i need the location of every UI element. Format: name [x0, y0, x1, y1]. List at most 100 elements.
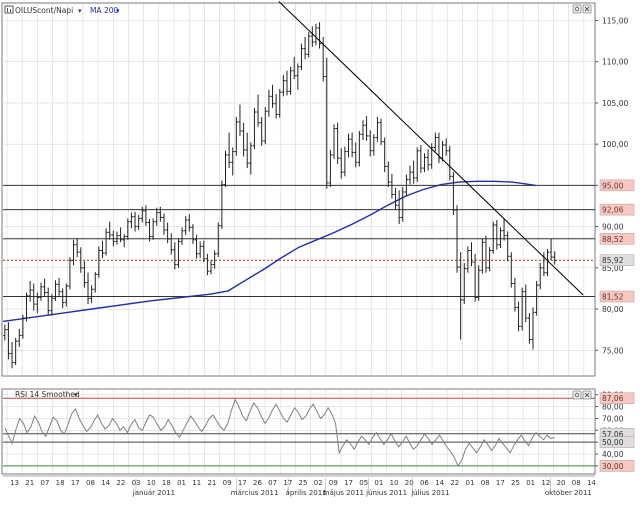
price-bar[interactable] — [513, 277, 517, 312]
price-bar[interactable] — [535, 281, 539, 316]
price-bar[interactable] — [184, 215, 188, 235]
price-bar[interactable] — [234, 116, 238, 156]
price-bar[interactable] — [17, 328, 21, 347]
price-bar[interactable] — [79, 247, 83, 273]
price-bar[interactable] — [473, 253, 477, 302]
price-bar[interactable] — [390, 173, 394, 199]
price-bar[interactable] — [386, 161, 390, 188]
price-bar[interactable] — [209, 260, 213, 275]
price-bar[interactable] — [310, 26, 314, 47]
rsi-dropdown-icon[interactable]: ▾ — [74, 391, 78, 399]
price-bar[interactable] — [24, 292, 29, 322]
price-bar[interactable] — [68, 257, 72, 290]
price-panel[interactable] — [1, 2, 596, 377]
price-bar[interactable] — [137, 215, 141, 230]
price-bar[interactable] — [162, 213, 166, 235]
price-bars[interactable] — [3, 22, 557, 369]
price-bar[interactable] — [213, 250, 217, 269]
price-bar[interactable] — [336, 122, 340, 164]
price-bar[interactable] — [216, 222, 220, 258]
price-bar[interactable] — [383, 137, 387, 173]
price-bar[interactable] — [516, 301, 521, 332]
trendline[interactable] — [278, 1, 584, 296]
price-bar[interactable] — [289, 66, 293, 95]
price-bar[interactable] — [419, 144, 423, 174]
price-bar[interactable] — [267, 89, 271, 117]
price-bar[interactable] — [270, 84, 275, 108]
price-bar[interactable] — [28, 281, 32, 302]
price-bar[interactable] — [100, 240, 105, 258]
price-bar[interactable] — [82, 261, 86, 288]
price-bar[interactable] — [361, 120, 365, 141]
price-bar[interactable] — [531, 307, 535, 350]
price-bar[interactable] — [61, 288, 65, 309]
price-bar[interactable] — [350, 132, 354, 158]
price-bar[interactable] — [111, 230, 115, 247]
price-bar[interactable] — [433, 132, 437, 152]
price-bar[interactable] — [133, 211, 137, 232]
price-bar[interactable] — [415, 147, 419, 183]
price-bar[interactable] — [75, 238, 79, 258]
price-bar[interactable] — [260, 116, 264, 146]
price-bar[interactable] — [292, 56, 296, 80]
price-bar[interactable] — [32, 283, 36, 311]
price-bar[interactable] — [21, 314, 25, 339]
price-bar[interactable] — [393, 187, 398, 211]
price-bar[interactable] — [64, 283, 68, 307]
price-bar[interactable] — [459, 252, 463, 340]
price-bar[interactable] — [538, 262, 542, 290]
price-bar[interactable] — [93, 271, 97, 293]
ma200-line[interactable] — [2, 180, 536, 323]
price-bar[interactable] — [108, 221, 112, 240]
price-bar[interactable] — [176, 238, 181, 268]
price-bar[interactable] — [86, 272, 90, 305]
price-bar[interactable] — [520, 287, 524, 331]
price-bar[interactable] — [524, 284, 528, 323]
price-bar[interactable] — [46, 287, 50, 315]
price-bar[interactable] — [147, 219, 152, 242]
ma-indicator-label[interactable]: MA 200 — [90, 6, 119, 15]
price-bar[interactable] — [307, 32, 311, 58]
price-bar[interactable] — [43, 278, 47, 296]
price-bar[interactable] — [180, 227, 184, 245]
price-bar[interactable] — [553, 251, 557, 265]
price-bar[interactable] — [545, 248, 550, 277]
price-bar[interactable] — [502, 219, 506, 241]
price-bar[interactable] — [491, 221, 495, 254]
price-bar[interactable] — [444, 138, 448, 156]
price-bar[interactable] — [50, 294, 54, 316]
price-bar[interactable] — [187, 214, 191, 232]
price-bar[interactable] — [455, 205, 459, 273]
price-bar[interactable] — [6, 322, 11, 360]
price-bar[interactable] — [426, 149, 430, 171]
price-bar[interactable] — [151, 218, 155, 240]
rsi-panel[interactable] — [1, 388, 596, 475]
gear-icon[interactable] — [572, 390, 582, 400]
symbol-label[interactable]: OILUScont/Napi — [15, 6, 73, 15]
price-bar[interactable] — [227, 132, 231, 169]
price-bar[interactable] — [249, 142, 253, 175]
chart-type-icon[interactable] — [4, 5, 14, 14]
price-bar[interactable] — [245, 132, 249, 169]
price-bar[interactable] — [408, 165, 412, 185]
price-bar[interactable] — [158, 206, 162, 222]
price-bar[interactable] — [466, 246, 470, 273]
price-bar[interactable] — [115, 231, 119, 245]
gear-icon[interactable] — [572, 4, 582, 14]
price-bar[interactable] — [205, 253, 210, 276]
price-bar[interactable] — [332, 124, 336, 159]
price-bar[interactable] — [126, 218, 130, 240]
price-bar[interactable] — [220, 180, 224, 230]
price-bar[interactable] — [169, 233, 173, 255]
price-bar[interactable] — [14, 337, 18, 366]
price-bar[interactable] — [328, 149, 333, 188]
price-bar[interactable] — [314, 23, 318, 46]
price-bar[interactable] — [238, 104, 242, 136]
price-bar[interactable] — [339, 148, 343, 179]
price-bar[interactable] — [166, 222, 170, 244]
support-resistance-lines[interactable] — [3, 184, 595, 298]
price-bar[interactable] — [281, 74, 285, 97]
price-bar[interactable] — [39, 282, 43, 301]
price-bar[interactable] — [256, 94, 260, 127]
